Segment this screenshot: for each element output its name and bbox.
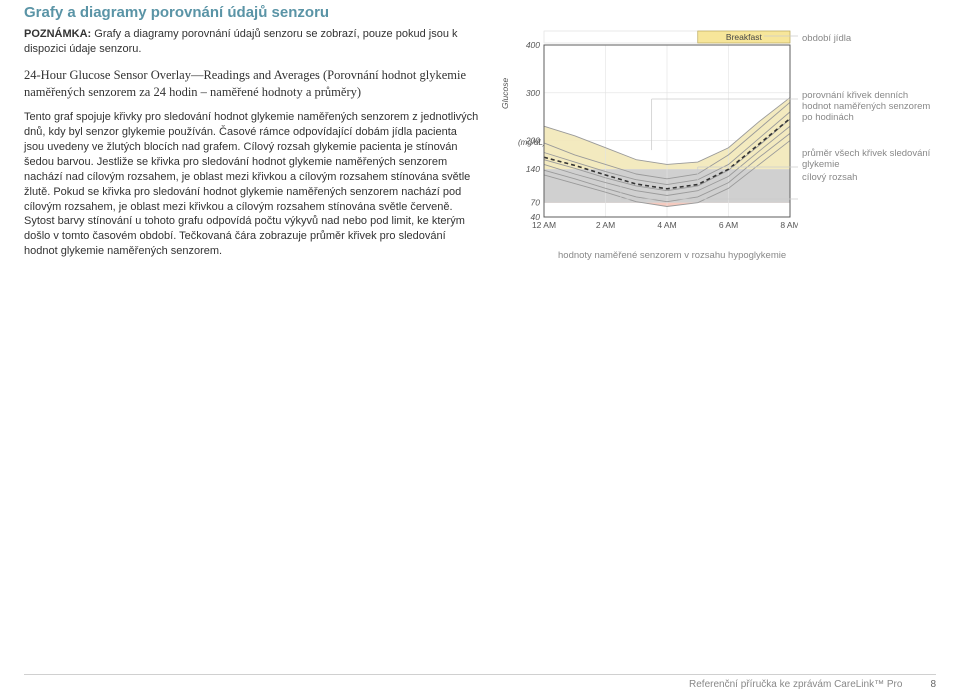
svg-text:(mg/dL): (mg/dL) [518, 138, 546, 147]
page-title: Grafy a diagramy porovnání údajů senzoru [24, 4, 936, 21]
legend-avg: průměr všech křivek sledování glykemie [802, 149, 936, 171]
footer-ref: Referenční příručka ke zprávám CareLink™… [689, 679, 902, 690]
body-paragraph: Tento graf spojuje křivky pro sledování … [24, 110, 480, 258]
svg-text:70: 70 [531, 198, 541, 208]
chart-wrap: Breakfast4070140200300400Glucose(mg/dL)1… [498, 27, 936, 242]
svg-text:140: 140 [526, 164, 540, 174]
right-column: Breakfast4070140200300400Glucose(mg/dL)1… [498, 27, 936, 261]
svg-text:400: 400 [526, 40, 540, 50]
footer-page-number: 8 [930, 679, 936, 690]
page-footer: Referenční příručka ke zprávám CareLink™… [24, 674, 936, 690]
note-label: POZNÁMKA: [24, 28, 91, 40]
svg-text:4 AM: 4 AM [657, 220, 676, 230]
glucose-overlay-chart: Breakfast4070140200300400Glucose(mg/dL)1… [498, 27, 798, 242]
section-subtitle: 24-Hour Glucose Sensor Overlay—Readings … [24, 67, 480, 101]
left-column: POZNÁMKA: Grafy a diagramy porovnání úda… [24, 27, 480, 261]
legend-target: cílový rozsah [802, 173, 936, 184]
legend-overlay: porovnání křivek denních hodnot naměřený… [802, 91, 936, 124]
svg-text:Breakfast: Breakfast [726, 32, 763, 42]
legend-column: období jídla porovnání křivek denních ho… [802, 27, 936, 242]
legend-meal: období jídla [802, 34, 936, 45]
svg-text:6 AM: 6 AM [719, 220, 738, 230]
note-paragraph: POZNÁMKA: Grafy a diagramy porovnání úda… [24, 27, 480, 57]
svg-text:2 AM: 2 AM [596, 220, 615, 230]
chart-box: Breakfast4070140200300400Glucose(mg/dL)1… [498, 27, 798, 242]
svg-text:12 AM: 12 AM [532, 220, 556, 230]
hypo-caption: hodnoty naměřené senzorem v rozsahu hypo… [558, 250, 936, 261]
svg-text:8 AM: 8 AM [780, 220, 798, 230]
svg-text:300: 300 [526, 88, 540, 98]
content-row: POZNÁMKA: Grafy a diagramy porovnání úda… [24, 27, 936, 261]
svg-text:Glucose: Glucose [500, 78, 510, 109]
